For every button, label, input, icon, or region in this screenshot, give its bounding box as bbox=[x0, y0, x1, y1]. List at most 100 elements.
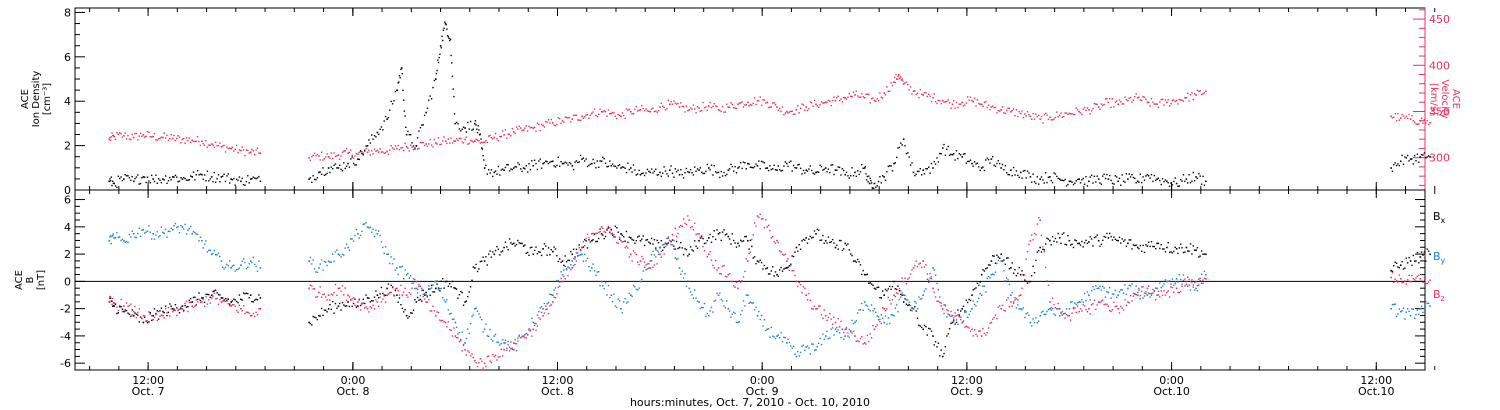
bz-series-point bbox=[650, 260, 653, 262]
velocity-series-point bbox=[689, 107, 692, 109]
velocity-series-point bbox=[902, 80, 904, 82]
density-series-point bbox=[451, 62, 453, 64]
density-series-point bbox=[258, 175, 260, 178]
by-series-point bbox=[1405, 311, 1407, 313]
bx-series-point bbox=[930, 330, 933, 332]
velocity-series-point bbox=[139, 132, 142, 134]
bz-series-point bbox=[645, 264, 647, 266]
by-series-point bbox=[223, 268, 225, 270]
density-series-point bbox=[464, 127, 466, 129]
bx-series-point bbox=[692, 250, 695, 252]
density-series-point bbox=[375, 136, 377, 138]
velocity-series-point bbox=[511, 127, 513, 130]
x-tick-date-label: Oct. 9 bbox=[950, 385, 983, 398]
bz-series-point bbox=[245, 311, 248, 313]
bx-series-point bbox=[1006, 257, 1008, 259]
by-series-point bbox=[1189, 289, 1192, 291]
bx-series-point bbox=[815, 233, 817, 235]
velocity-series-point bbox=[111, 132, 113, 134]
bx-series-point bbox=[162, 310, 164, 313]
legend-label: B bbox=[1433, 288, 1441, 301]
bx-series-point bbox=[1404, 267, 1406, 269]
bz-series-point bbox=[1006, 299, 1008, 301]
density-series-point bbox=[655, 168, 657, 170]
bz-series-point bbox=[1411, 274, 1413, 277]
bz-series-point bbox=[393, 295, 395, 297]
bx-series-point bbox=[964, 310, 966, 312]
density-series-point bbox=[678, 173, 681, 176]
velocity-series-point bbox=[1426, 120, 1428, 122]
velocity-series-point bbox=[798, 112, 800, 114]
bz-series-point bbox=[1040, 234, 1043, 237]
bx-series-point bbox=[570, 250, 572, 253]
velocity-series-point bbox=[972, 101, 974, 103]
density-series-point bbox=[1127, 178, 1129, 180]
velocity-series-point bbox=[1187, 92, 1189, 95]
density-series-point bbox=[325, 173, 327, 176]
velocity-series-point bbox=[458, 137, 461, 140]
velocity-series-point bbox=[390, 145, 392, 147]
density-series-point bbox=[1024, 169, 1026, 172]
bz-series-point bbox=[316, 296, 319, 298]
velocity-series-point bbox=[178, 136, 181, 138]
velocity-series-point bbox=[1017, 115, 1019, 118]
bz-series-point bbox=[251, 315, 253, 317]
by-series-point bbox=[361, 230, 363, 232]
density-series-point bbox=[854, 171, 856, 174]
velocity-series-point bbox=[1085, 109, 1087, 111]
velocity-series-point bbox=[918, 97, 920, 99]
density-series-point bbox=[564, 161, 566, 163]
by-series-point bbox=[226, 263, 228, 266]
by-series bbox=[108, 221, 1431, 358]
bx-series-point bbox=[210, 294, 213, 296]
bz-series-point bbox=[559, 285, 561, 287]
by-series-point bbox=[880, 322, 882, 325]
velocity-series-point bbox=[1109, 98, 1111, 100]
bx-series-point bbox=[620, 233, 622, 235]
bx-series-point bbox=[723, 229, 725, 231]
bz-series-point bbox=[451, 335, 454, 337]
density-series-point bbox=[159, 179, 161, 181]
velocity-series-point bbox=[766, 101, 769, 104]
by-series-point bbox=[1404, 318, 1406, 320]
bx-series-point bbox=[535, 246, 537, 248]
bx-series-point bbox=[667, 242, 669, 244]
bx-series-point bbox=[337, 305, 340, 307]
density-series-point bbox=[430, 98, 433, 100]
bx-series-point bbox=[829, 241, 831, 244]
bx-series-point bbox=[552, 250, 554, 253]
by-series-point bbox=[980, 294, 983, 296]
bz-series-point bbox=[1415, 277, 1417, 279]
density-series-point bbox=[320, 173, 323, 175]
density-series-point bbox=[897, 147, 899, 149]
bz-series-point bbox=[1086, 311, 1089, 313]
velocity-series-point bbox=[170, 134, 172, 136]
by-series-point bbox=[202, 247, 204, 249]
velocity-series-point bbox=[939, 100, 941, 102]
density-series-point bbox=[677, 169, 679, 171]
bz-series-point bbox=[571, 267, 574, 269]
density-series-point bbox=[723, 171, 725, 174]
bz-series-point bbox=[958, 316, 960, 318]
bx-series-point bbox=[134, 312, 136, 314]
bx-series-point bbox=[334, 302, 337, 305]
velocity-series-point bbox=[1040, 115, 1043, 118]
bz-series-point bbox=[827, 316, 830, 319]
legend-subscript: z bbox=[1441, 294, 1445, 303]
bx-series-point bbox=[805, 237, 807, 239]
velocity-series-point bbox=[507, 133, 509, 135]
bz-series-point bbox=[742, 276, 745, 278]
bx-series-point bbox=[872, 284, 874, 286]
bx-series-point bbox=[1153, 245, 1155, 248]
velocity-series-point bbox=[996, 112, 998, 114]
density-series-point bbox=[245, 181, 248, 183]
velocity-series-point bbox=[235, 144, 238, 147]
density-series-point bbox=[146, 176, 149, 178]
density-series-point bbox=[152, 178, 154, 180]
by-series-point bbox=[1050, 309, 1052, 311]
by-series-point bbox=[1109, 287, 1111, 289]
density-series-point bbox=[616, 167, 618, 169]
velocity-series-point bbox=[588, 117, 590, 119]
density-series-point bbox=[1161, 178, 1164, 180]
density-series-point bbox=[635, 174, 637, 176]
